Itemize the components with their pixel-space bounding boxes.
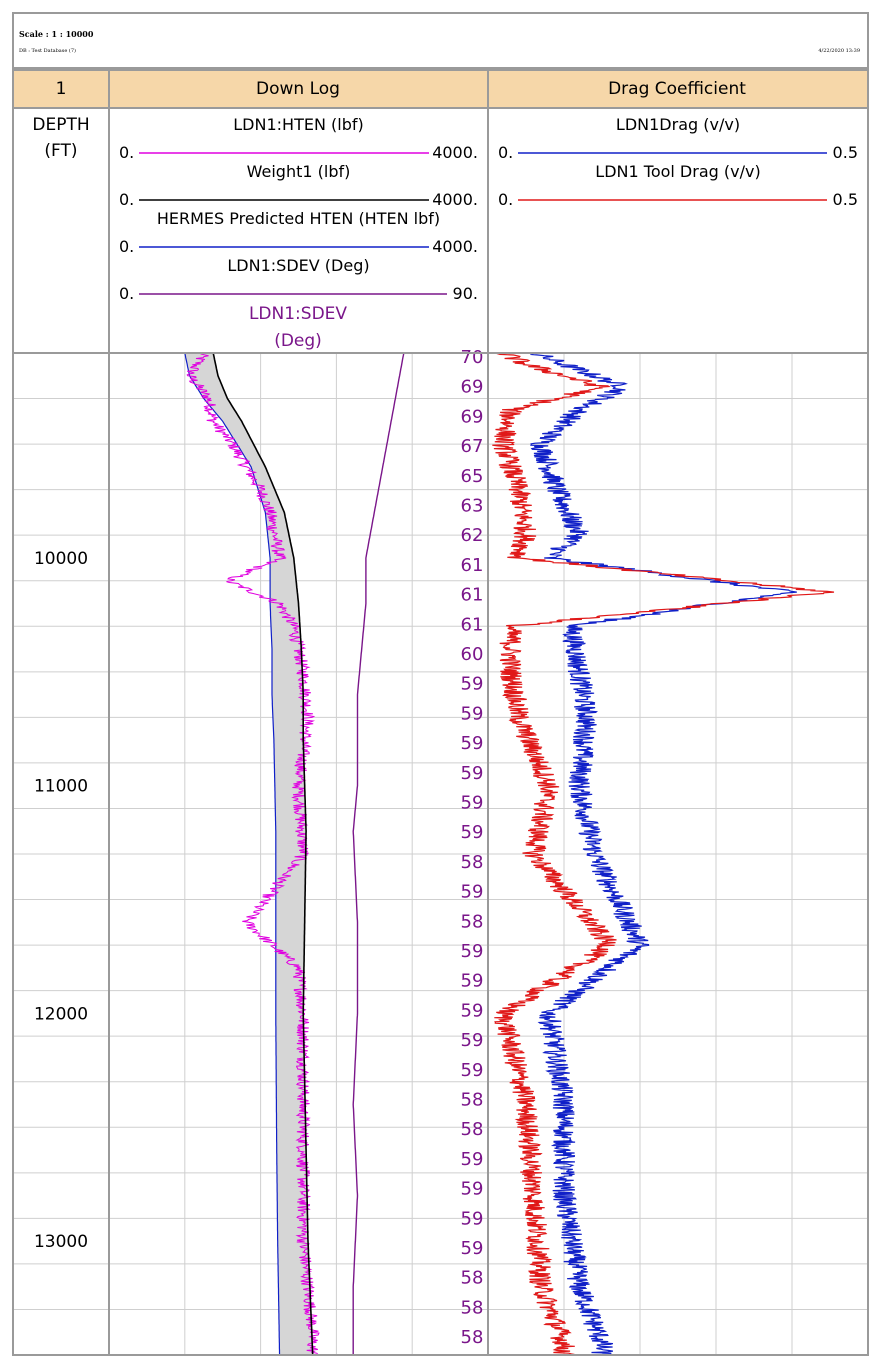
sdev-value-label: 58 [461,1297,484,1318]
frame [12,69,869,1356]
sdev-value-label: 60 [461,644,484,665]
sdev-value-label: 58 [461,1090,484,1111]
sdev-value-label: 59 [461,733,484,754]
sdev-value-label: 65 [461,466,484,487]
sdev-value-label: 59 [461,703,484,724]
down-log-legend: LDN1:HTEN (lbf) 0. 4000. Weight1 (lbf) 0. 400… [119,115,478,303]
depth-tick-label: 13000 [34,1232,88,1252]
sdev-value-label: 59 [461,793,484,814]
sdev-value-label: 59 [461,822,484,843]
sdev-value-label: 59 [461,1149,484,1170]
header-row [13,70,868,108]
sdev-value-label: 59 [461,882,484,903]
depth-tick-label: 12000 [34,1004,88,1024]
sdev-value-label: 58 [461,911,484,932]
sdev-value-label: 59 [461,941,484,962]
depth-label: DEPTH [32,115,89,135]
legend-range-max: 0.5 [833,143,858,162]
sdev-value-label: 63 [461,496,484,517]
legend-range-max: 4000. [432,143,478,162]
grid [13,352,868,1356]
header-drag-coefficient: Drag Coefficient [608,79,746,99]
sdev-value-label: 58 [461,1268,484,1289]
sdev-value-label: 69 [461,377,484,398]
legend-range-max: 4000. [432,237,478,256]
sdev-value-label: 59 [461,1060,484,1081]
legend-range-max: 90. [453,284,478,303]
curve-ldn1-tool-drag [492,352,835,1356]
depth-tick-label: 10000 [34,549,88,569]
depth-unit: (FT) [44,141,77,161]
sdev-value-label: 59 [461,1238,484,1259]
legend-curve-name: LDN1:HTEN (lbf) [233,115,363,134]
sdev-value-label: 70 [461,347,484,368]
sdev-value-label: 59 [461,1030,484,1051]
sdev-value-label: 58 [461,1327,484,1348]
legend-range-min: 0. [119,237,134,256]
curve-hermes-predicted-hten [184,352,281,1356]
sdev-value-label: 61 [461,614,484,635]
sdev-value-label: 67 [461,436,484,457]
sdev-value-label: 69 [461,406,484,427]
legend-range-min: 0. [498,143,513,162]
legend-curve-name: LDN1Drag (v/v) [616,115,740,134]
header-down-log: Down Log [256,79,340,99]
sdev-value-label: 58 [461,852,484,873]
curve-ldn1-drag [524,352,797,1356]
sdev-value-labels: 70 69 69 67 65 63 62 61 61 61 60 59 59 59 59 59 59 58 59 58… [461,347,484,1348]
sdev-value-label: 58 [461,1119,484,1140]
legend-curve-name: Weight1 (lbf) [247,162,351,181]
sdev-value-label: 59 [461,674,484,695]
drag-legend: LDN1Drag (v/v) 0. 0.5 LDN1 Tool Drag (v/v) 0… [498,115,858,209]
legend-range-min: 0. [119,190,134,209]
sdev-value-label: 61 [461,555,484,576]
sdev-value-label: 59 [461,1179,484,1200]
legend-range-min: 0. [119,284,134,303]
database-text: DB : Test Database (7) [19,47,76,54]
sdev-value-label: 62 [461,525,484,546]
sdev-value-label: 61 [461,585,484,606]
legend-range-min: 0. [498,190,513,209]
sdev-annotation-line2: (Deg) [274,331,322,351]
curve-ldn1-sdev [352,352,405,1355]
depth-tick-labels: 10000 11000 12000 13000 [34,549,88,1252]
datetime-text: 4/22/2020 13:39 [818,48,860,54]
sdev-annotation-line1: LDN1:SDEV [249,304,347,324]
curve-weight1 [212,352,314,1356]
sdev-value-label: 59 [461,971,484,992]
scale-text: Scale : 1 : 10000 [19,29,94,39]
legend-range-min: 0. [119,143,134,162]
header-col1: 1 [56,79,67,99]
legend-curve-name: LDN1 Tool Drag (v/v) [595,162,760,181]
sdev-value-label: 59 [461,1208,484,1229]
info-box [12,12,869,69]
curves [184,352,835,1356]
legend-curve-name: LDN1:SDEV (Deg) [227,256,369,275]
legend-curve-name: HERMES Predicted HTEN (HTEN lbf) [157,209,440,228]
legend-range-max: 0.5 [833,190,858,209]
sdev-value-label: 59 [461,1000,484,1021]
legend-range-max: 4000. [432,190,478,209]
sdev-value-label: 59 [461,763,484,784]
depth-tick-label: 11000 [34,777,88,797]
